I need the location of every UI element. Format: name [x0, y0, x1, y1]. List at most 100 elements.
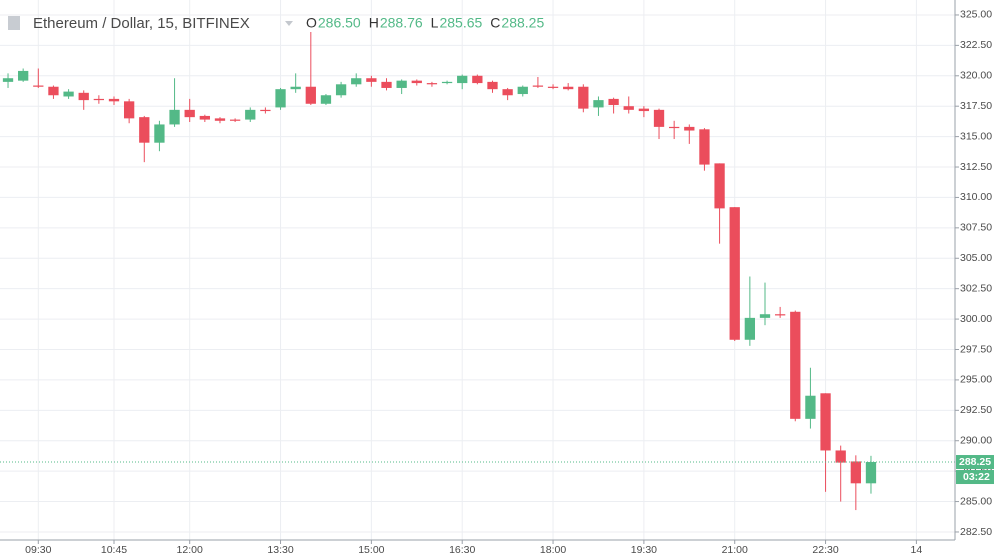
candle-body	[608, 98, 619, 105]
last-price-box	[956, 455, 994, 470]
legend-icon	[8, 16, 20, 30]
candle-body	[502, 89, 513, 96]
candle-body	[850, 461, 861, 484]
countdown-label: 03:22	[963, 471, 990, 483]
y-tick-label: 297.50	[960, 343, 992, 355]
candle-body	[593, 100, 604, 108]
dropdown-arrow[interactable]	[285, 21, 293, 26]
candle-body	[78, 92, 89, 101]
y-tick-label: 295.00	[960, 374, 992, 386]
x-tick-label: 10:45	[101, 544, 127, 556]
y-tick-label: 290.00	[960, 435, 992, 447]
legend-key: L	[431, 15, 439, 31]
candle-body	[108, 98, 120, 102]
candle-body	[260, 109, 271, 112]
y-tick-label: 305.00	[960, 252, 992, 264]
y-tick-label: 325.00	[960, 9, 992, 21]
legend: Ethereum / Dollar, 15, BITFINEX O 286.50 H…	[8, 15, 544, 32]
x-tick-label: 15:00	[358, 544, 384, 556]
candle-body	[684, 126, 695, 131]
candle-body	[532, 85, 544, 87]
candle-body	[335, 84, 347, 96]
candle-body	[2, 78, 14, 82]
candle-body	[744, 317, 756, 340]
x-tick-label: 12:00	[177, 544, 203, 556]
x-tick-label: 21:00	[722, 544, 748, 556]
y-tick-label: 300.00	[960, 313, 992, 325]
chart-title: Ethereum / Dollar, 15, BITFINEX	[33, 15, 250, 32]
candle-body	[214, 118, 226, 121]
legend-value: 288.76	[380, 15, 423, 31]
legend-key: O	[306, 15, 317, 31]
candle-body	[184, 109, 195, 118]
y-tick-label: 320.00	[960, 70, 992, 82]
x-tick-label: 09:30	[25, 544, 51, 556]
candle-body	[653, 109, 665, 127]
candle-body	[396, 80, 407, 88]
candle-body	[426, 83, 438, 85]
x-tick-label: 16:30	[449, 544, 475, 556]
y-tick-label: 285.00	[960, 495, 992, 507]
legend-value: 288.25	[501, 15, 544, 31]
candle-body	[199, 115, 210, 120]
candle-body	[623, 106, 634, 110]
y-tick-label: 317.50	[960, 100, 992, 112]
candle-body	[820, 393, 831, 451]
candle-body	[154, 124, 165, 143]
x-tick-label: 13:30	[267, 544, 293, 556]
candle-body	[669, 126, 680, 129]
candle-body	[290, 86, 301, 90]
y-tick-label: 292.50	[960, 404, 992, 416]
candle-body	[805, 395, 816, 419]
candle-body	[472, 75, 483, 84]
candle-body	[169, 109, 180, 125]
x-tick-label: 18:00	[540, 544, 566, 556]
candle-body	[638, 108, 650, 112]
y-tick-label: 310.00	[960, 191, 992, 203]
candle-body	[366, 78, 377, 82]
candle-body	[229, 119, 241, 121]
legend-value: 286.50	[318, 15, 361, 31]
candle-body	[714, 163, 725, 209]
candle-body	[457, 75, 468, 84]
legend-key: H	[369, 15, 379, 31]
candle-body	[305, 86, 316, 104]
candle-body	[320, 95, 332, 104]
candle-body	[381, 81, 392, 88]
x-tick-label: 19:30	[631, 544, 657, 556]
candle-body	[487, 81, 498, 90]
candle-body	[18, 70, 29, 81]
y-tick-label: 322.50	[960, 39, 992, 51]
countdown-box	[956, 470, 994, 485]
candle-body	[48, 86, 59, 96]
plot-area	[0, 0, 955, 540]
candle-body	[835, 450, 846, 463]
candle-body	[774, 314, 786, 316]
candle-body	[351, 78, 362, 85]
y-tick-label: 307.50	[960, 222, 992, 234]
candle-body	[123, 101, 135, 119]
candle-body	[517, 86, 528, 95]
candle-body	[411, 80, 422, 84]
x-tick-label: 14	[911, 544, 923, 556]
legend-key: C	[490, 15, 500, 31]
candle-body	[578, 86, 589, 109]
y-tick-label: 312.50	[960, 161, 992, 173]
candle-body	[139, 117, 150, 143]
candle-body	[759, 314, 771, 318]
candle-body	[441, 81, 453, 84]
candle-body	[275, 89, 286, 108]
last-price-label: 288.25	[959, 456, 991, 468]
candle-body	[563, 86, 574, 90]
candle-body	[547, 86, 559, 88]
candle-body	[790, 311, 801, 419]
candle-body	[865, 462, 877, 484]
x-tick-label: 22:30	[812, 544, 838, 556]
y-tick-label: 282.50	[960, 526, 992, 538]
candle-body	[33, 85, 44, 87]
candle-body	[93, 98, 105, 101]
y-tick-label: 302.50	[960, 282, 992, 294]
candle-body	[729, 207, 740, 340]
